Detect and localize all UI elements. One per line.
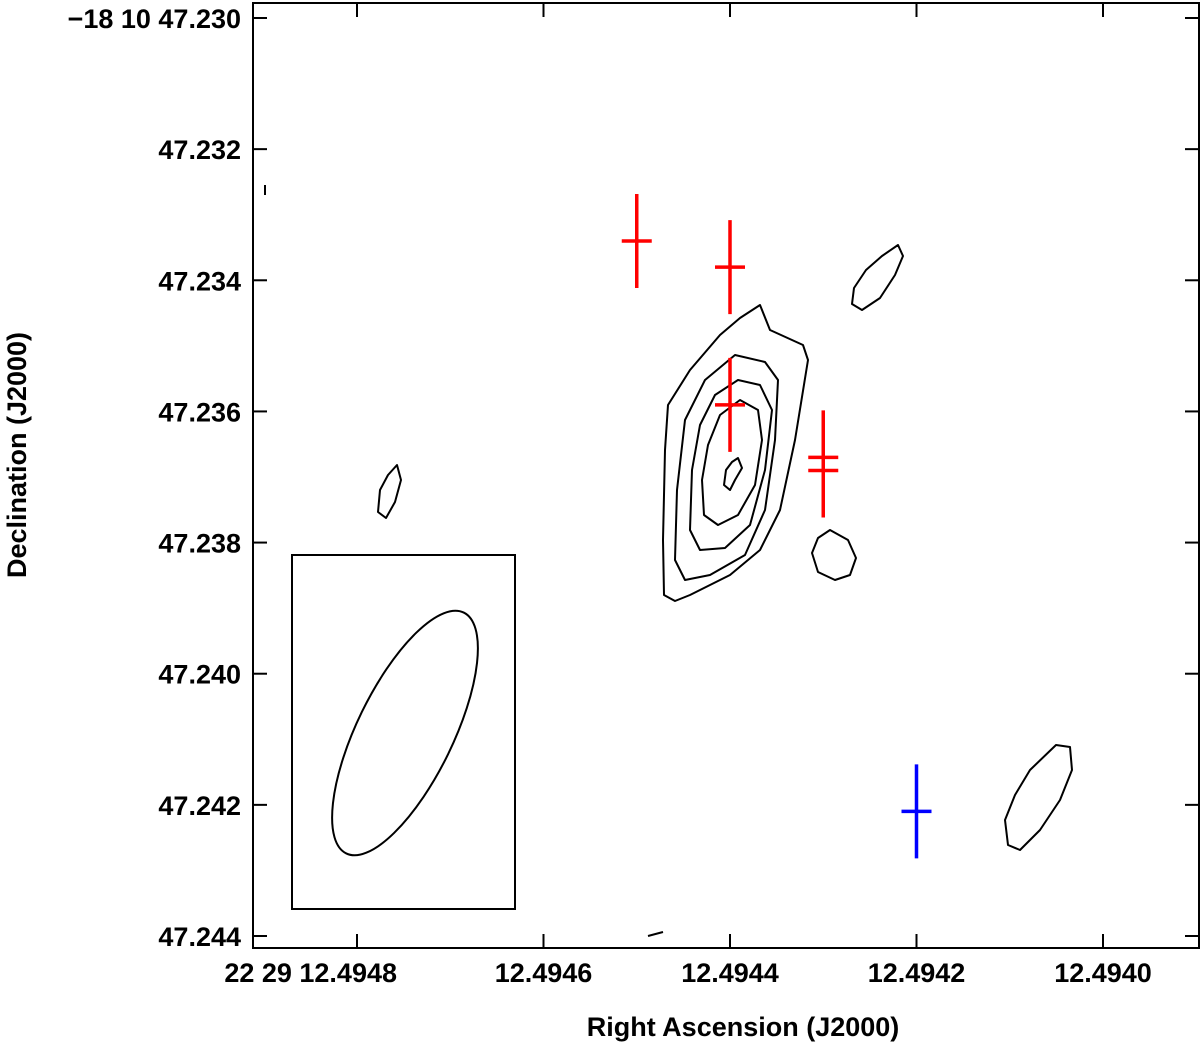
x-tick-label: 12.4942 [868, 958, 966, 988]
contour-level-4 [701, 399, 763, 526]
red-position-marker [715, 220, 745, 315]
position-markers [621, 193, 932, 859]
contour-blob-lower-right [1004, 744, 1073, 851]
contour-blob-mid-right [811, 529, 857, 581]
beam-inset [291, 554, 516, 910]
red-position-marker [808, 423, 839, 518]
red-position-marker [621, 193, 652, 288]
y-tick-label: 47.234 [158, 266, 241, 296]
y-tick-label: 47.242 [158, 791, 241, 821]
y-tick-label: 47.232 [158, 135, 241, 165]
contour-fragment-bottom [647, 931, 664, 937]
contour-level-3 [689, 379, 773, 551]
x-tick-label: 12.4940 [1054, 958, 1152, 988]
y-axis-title: Declination (J2000) [2, 332, 32, 578]
beam-box [291, 554, 516, 910]
red-position-marker [715, 357, 745, 452]
y-tick-label: 47.240 [158, 660, 241, 690]
plot-frame [252, 2, 1200, 949]
y-ticks [253, 17, 1199, 937]
y-tick-labels: −18 10 47.230 47.232 47.234 47.236 47.238 47.… [68, 4, 241, 952]
contour-peak [723, 457, 743, 491]
x-tick-labels: 22 29 12.4948 12.4946 12.4944 12.4942 12.494… [224, 958, 1151, 988]
y-tick-label: −18 10 47.230 [68, 4, 241, 34]
x-tick-label: 22 29 12.4948 [224, 958, 397, 988]
blue-position-marker [901, 764, 932, 859]
x-tick-label: 12.4944 [681, 958, 779, 988]
contours [264, 185, 1073, 937]
contour-blob-upper-right [851, 244, 904, 311]
contour-blob-left [377, 464, 402, 519]
x-ticks [356, 3, 1104, 948]
contour-outer [662, 304, 809, 602]
y-tick-label: 47.244 [158, 922, 241, 952]
y-tick-label: 47.236 [158, 397, 241, 427]
x-tick-label: 12.4946 [495, 958, 593, 988]
y-tick-label: 47.238 [158, 529, 241, 559]
contour-level-2 [674, 354, 779, 581]
beam-ellipse [331, 609, 479, 857]
x-axis-title: Right Ascension (J2000) [587, 1012, 900, 1042]
